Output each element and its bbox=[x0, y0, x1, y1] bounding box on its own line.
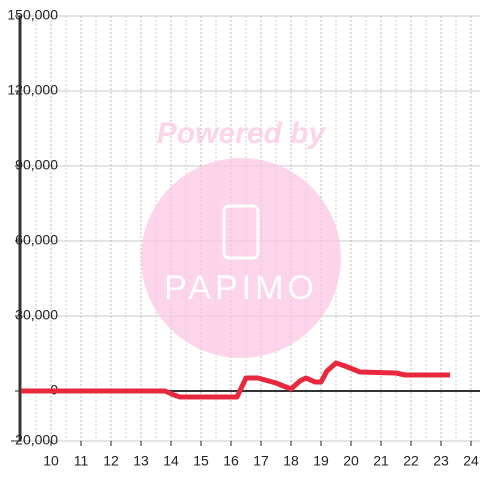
series-line bbox=[21, 360, 450, 400]
x-tick-label: 15 bbox=[193, 453, 209, 469]
watermark-phone bbox=[222, 204, 260, 260]
x-tick-label: 14 bbox=[163, 453, 179, 469]
x-tick-label: 21 bbox=[373, 453, 389, 469]
y-tick-label: 120,000 bbox=[7, 82, 58, 98]
watermark: Powered by PAPIMO bbox=[141, 117, 341, 358]
x-tick-label: 19 bbox=[313, 453, 329, 469]
y-tick-label: 30,000 bbox=[15, 307, 58, 323]
x-tick-label: 13 bbox=[133, 453, 149, 469]
x-tick-label: 22 bbox=[403, 453, 419, 469]
y-tick-label: 150,000 bbox=[7, 7, 58, 23]
x-tick-label: 24 bbox=[463, 453, 479, 469]
watermark-logo: PAPIMO bbox=[164, 269, 318, 307]
x-tick-label: 12 bbox=[103, 453, 119, 469]
x-tick-label: 17 bbox=[253, 453, 269, 469]
y-tick-label: 60,000 bbox=[15, 232, 58, 248]
x-tick-label: 11 bbox=[74, 453, 89, 469]
plot: -20,000030,00060,00090,000120,000150,000… bbox=[7, 7, 479, 469]
y-tick-label: 90,000 bbox=[15, 157, 58, 173]
x-tick-label: 16 bbox=[223, 453, 239, 469]
watermark-text: Powered by bbox=[157, 117, 327, 150]
x-tick-label: 23 bbox=[433, 453, 449, 469]
y-tick-label: -20,000 bbox=[11, 432, 59, 448]
x-tick-label: 20 bbox=[343, 453, 359, 469]
x-tick-label: 18 bbox=[283, 453, 299, 469]
x-tick-label: 10 bbox=[43, 453, 59, 469]
